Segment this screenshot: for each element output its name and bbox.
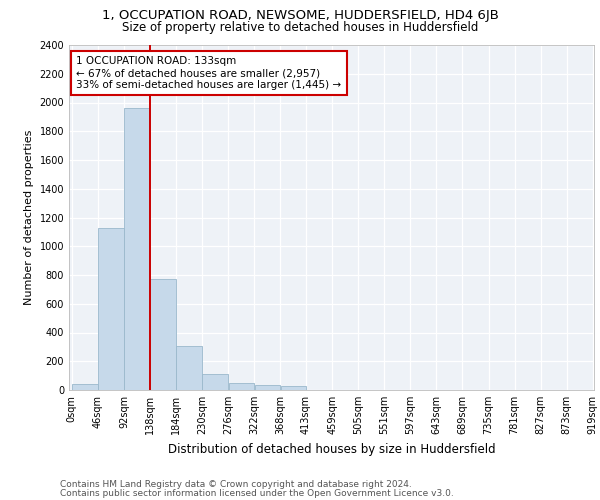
Bar bbox=[72, 384, 98, 390]
Bar bbox=[254, 384, 280, 390]
X-axis label: Distribution of detached houses by size in Huddersfield: Distribution of detached houses by size … bbox=[167, 442, 496, 456]
Bar bbox=[229, 383, 254, 390]
Text: Contains public sector information licensed under the Open Government Licence v3: Contains public sector information licen… bbox=[60, 488, 454, 498]
Bar bbox=[124, 108, 150, 390]
Bar bbox=[281, 386, 307, 390]
Text: Contains HM Land Registry data © Crown copyright and database right 2024.: Contains HM Land Registry data © Crown c… bbox=[60, 480, 412, 489]
Bar bbox=[98, 228, 124, 390]
Bar bbox=[151, 280, 176, 390]
Bar bbox=[176, 346, 202, 390]
Text: 1, OCCUPATION ROAD, NEWSOME, HUDDERSFIELD, HD4 6JB: 1, OCCUPATION ROAD, NEWSOME, HUDDERSFIEL… bbox=[101, 9, 499, 22]
Text: 1 OCCUPATION ROAD: 133sqm
← 67% of detached houses are smaller (2,957)
33% of se: 1 OCCUPATION ROAD: 133sqm ← 67% of detac… bbox=[76, 56, 341, 90]
Bar bbox=[202, 374, 228, 390]
Y-axis label: Number of detached properties: Number of detached properties bbox=[24, 130, 34, 305]
Text: Size of property relative to detached houses in Huddersfield: Size of property relative to detached ho… bbox=[122, 21, 478, 34]
